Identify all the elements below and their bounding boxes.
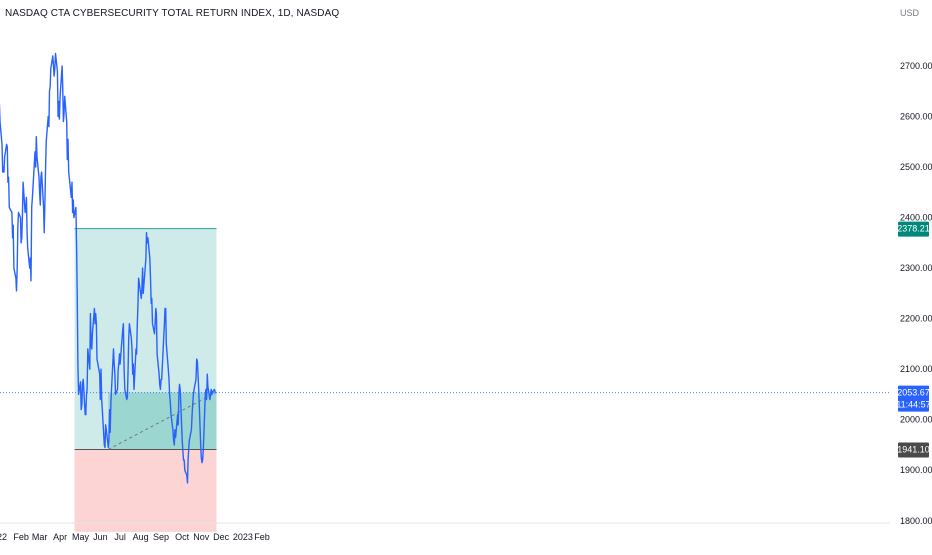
x-tick-label: Feb bbox=[13, 532, 29, 542]
current-price-label-text: 11:44:57 bbox=[896, 400, 930, 410]
y-tick-label: 2100.00 bbox=[900, 364, 932, 374]
y-tick-label: 2200.00 bbox=[900, 314, 932, 324]
x-tick-label: Jul bbox=[114, 532, 126, 542]
x-tick-label: May bbox=[72, 532, 90, 542]
y-tick-label: 2700.00 bbox=[900, 61, 932, 71]
trend-line bbox=[108, 392, 217, 450]
y-tick-label: 1900.00 bbox=[900, 465, 932, 475]
x-tick-label: Apr bbox=[53, 532, 67, 542]
x-tick-label: Oct bbox=[175, 532, 190, 542]
x-tick-label: Mar bbox=[32, 532, 48, 542]
target-price-label: 2378.21 bbox=[897, 221, 930, 237]
x-tick-label: Sep bbox=[153, 532, 169, 542]
currency-label: USD bbox=[900, 8, 920, 18]
target-price-label-bg bbox=[898, 221, 929, 237]
stop-price-label: 1941.10 bbox=[897, 442, 930, 458]
target-price-label-text: 2378.21 bbox=[897, 224, 930, 234]
x-tick-label: 22 bbox=[0, 532, 7, 542]
x-tick-label: Aug bbox=[133, 532, 149, 542]
stop-price-label-text: 1941.10 bbox=[897, 444, 930, 454]
current-price-label-bg bbox=[898, 385, 929, 412]
axes: 2700.00 2600.00 2500.00 2400.00 2300.00 2200.… bbox=[0, 61, 932, 542]
stop-price-label-bg bbox=[898, 442, 929, 458]
x-tick-label: Dec bbox=[213, 532, 230, 542]
y-tick-label: 2000.00 bbox=[900, 415, 932, 425]
chart-title: NASDAQ CTA CYBERSECURITY TOTAL RETURN IN… bbox=[5, 8, 340, 19]
y-tick-label: 2500.00 bbox=[900, 162, 932, 172]
x-tick-label: Jun bbox=[93, 532, 108, 542]
current-price-label-text: 2053.67 bbox=[897, 388, 930, 398]
current-price-label: 2053.67 11:44:57 bbox=[896, 385, 931, 412]
x-tick-label: Nov bbox=[193, 532, 210, 542]
loss-zone[interactable] bbox=[74, 449, 217, 532]
y-tick-label: 2300.00 bbox=[900, 263, 932, 273]
price-line-layer bbox=[0, 52, 216, 484]
y-tick-label: 2400.00 bbox=[900, 213, 932, 223]
x-tick-label: Feb bbox=[254, 532, 270, 542]
price-labels: 2378.21 2053.67 11:44:57 1941.10 bbox=[896, 221, 931, 458]
series-line[interactable] bbox=[0, 52, 216, 484]
y-tick-label: 2600.00 bbox=[900, 112, 932, 122]
y-tick-label: 1800.00 bbox=[900, 516, 932, 526]
x-tick-label: 2023 bbox=[233, 532, 253, 542]
